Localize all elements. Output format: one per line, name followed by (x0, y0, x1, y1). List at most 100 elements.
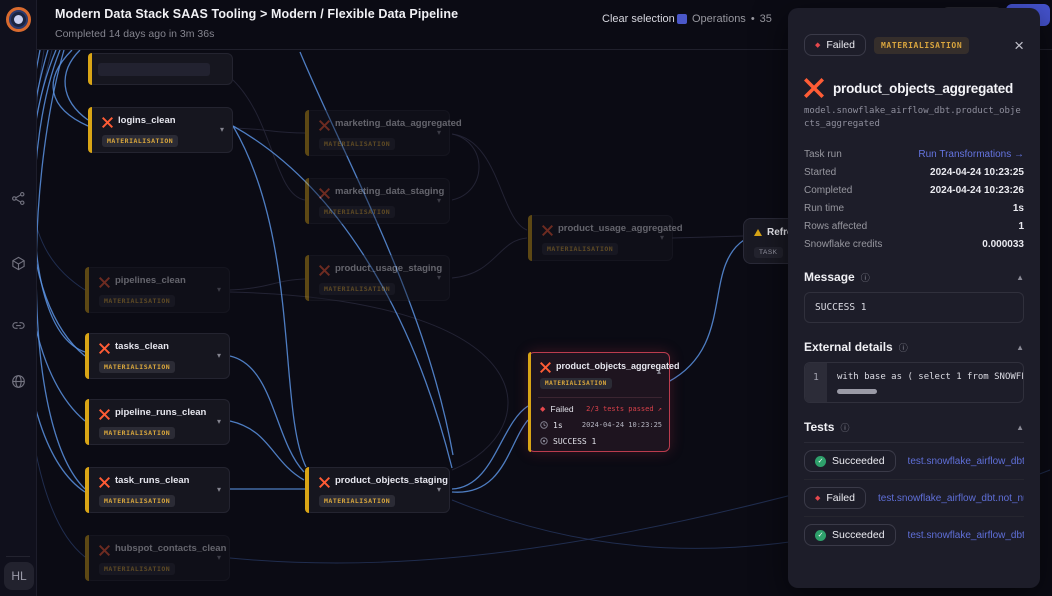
dbt-icon (99, 341, 110, 354)
chevron-down-icon[interactable]: ▾ (216, 417, 221, 426)
detail-row: Task run Run Transformations → (804, 145, 1024, 163)
node-timestamp: 2024-04-24 10:23:25 (581, 421, 662, 429)
close-icon[interactable]: × (1014, 35, 1024, 55)
info-icon[interactable]: ⓘ (898, 342, 908, 353)
detail-row: Snowflake credits 0.000033 (804, 235, 1024, 253)
line-number: 1 (805, 363, 827, 402)
tests-section: Tests ⓘ ▲ ✓ Succeeded test.snowflake_airf… (804, 420, 1024, 553)
dot-separator: • (750, 13, 755, 25)
graph-node-marketing-data-staging[interactable]: marketing_data_staging ▾ MATERIALISATION (305, 178, 450, 224)
node-title: product_objects_staging (335, 475, 448, 486)
materialisation-badge: MATERIALISATION (319, 138, 396, 150)
code-content[interactable]: with base as ( select 1 from SNOWFLAKE (827, 363, 1023, 402)
chevron-up-icon[interactable]: ▴ (656, 367, 661, 376)
sidebar-item-lineage[interactable] (0, 185, 37, 211)
message-section: Message ⓘ ▲ SUCCESS 1 (804, 270, 1024, 323)
graph-node-task-runs-clean[interactable]: task_runs_clean ▾ MATERIALISATION (85, 467, 230, 513)
graph-node-product-objects-staging[interactable]: product_objects_staging ▾ MATERIALISATIO… (305, 467, 450, 513)
graph-node-marketing-data-aggregated[interactable]: marketing_data_aggregated ▾ MATERIALISAT… (305, 110, 462, 156)
run-details-list: Task run Run Transformations → Started 202… (804, 145, 1024, 253)
chevron-down-icon[interactable]: ▾ (216, 553, 221, 562)
test-link[interactable]: test.snowflake_airflow_dbt.not_null_pr (907, 529, 1024, 541)
chevron-down-icon[interactable]: ▾ (216, 485, 221, 494)
chevron-down-icon[interactable]: ▾ (216, 351, 221, 360)
breadcrumb: Modern Data Stack SAAS Tooling > Modern … (55, 7, 459, 21)
detail-label: Rows affected (804, 220, 868, 232)
graph-node-logins-clean[interactable]: logins_clean ▾ MATERIALISATION (88, 107, 233, 153)
info-icon[interactable]: ⓘ (840, 422, 850, 433)
chevron-down-icon[interactable]: ▾ (659, 233, 664, 242)
node-title: product_usage_aggregated (558, 223, 683, 234)
node-title: marketing_data_aggregated (335, 118, 462, 129)
graph-node-product-objects-aggregated-selected[interactable]: product_objects_aggregated ▴ MATERIALISA… (528, 352, 680, 452)
test-link[interactable]: test.snowflake_airflow_dbt.unique_pro (907, 455, 1024, 467)
graph-node-hubspot-contacts-clean[interactable]: hubspot_contacts_clean ▾ MATERIALISATION (85, 535, 230, 581)
graph-node-pipelines-clean[interactable]: pipelines_clean ▾ MATERIALISATION (85, 267, 230, 313)
failed-badge: ◆ Failed (804, 487, 866, 509)
node-accent-bar (85, 467, 89, 513)
graph-node-product-usage-staging[interactable]: product_usage_staging ▾ MATERIALISATION (305, 255, 450, 301)
node-title: product_objects_aggregated (556, 360, 680, 371)
collapse-icon[interactable]: ▲ (1016, 272, 1024, 282)
node-title: pipeline_runs_clean (115, 407, 207, 418)
graph-node-partial[interactable] (88, 53, 233, 85)
graph-node-tasks-clean[interactable]: tasks_clean ▾ MATERIALISATION (85, 333, 230, 379)
graph-node-pipeline-runs-clean[interactable]: pipeline_runs_clean ▾ MATERIALISATION (85, 399, 230, 445)
node-accent-bar (85, 333, 89, 379)
detail-row: Started 2024-04-24 10:23:25 (804, 163, 1024, 181)
detail-row: Completed 2024-04-24 10:23:26 (804, 181, 1024, 199)
info-icon[interactable]: ⓘ (860, 272, 870, 283)
node-title: pipelines_clean (115, 275, 186, 286)
materialisation-badge: MATERIALISATION (319, 283, 396, 295)
test-status-label: Succeeded (832, 455, 885, 467)
node-detail-panel: ◆ Failed MATERIALISATION × product_objec… (788, 8, 1040, 588)
node-runtime: 1s (553, 420, 563, 430)
check-circle-icon: ✓ (815, 529, 826, 541)
node-status-row: ◆ Failed 2/3 tests passed ↗ (540, 403, 662, 415)
globe-icon (12, 374, 25, 388)
node-title: Refre (767, 227, 793, 238)
chevron-down-icon[interactable]: ▾ (436, 485, 441, 494)
divider (6, 556, 30, 557)
node-title: product_usage_staging (335, 263, 443, 274)
sidebar-item-assets[interactable] (0, 250, 37, 276)
run-summary-text: Completed 14 days ago in 3m 36s (55, 28, 215, 40)
dbt-icon (804, 78, 824, 98)
tests-summary-link[interactable]: 2/3 tests passed ↗ (586, 405, 662, 413)
graph-node-product-usage-aggregated[interactable]: product_usage_aggregated ▾ MATERIALISATI… (528, 215, 683, 261)
node-accent-bar (88, 53, 92, 85)
task-run-link[interactable]: Run Transformations → (918, 148, 1024, 160)
collapse-icon[interactable]: ▲ (1016, 342, 1024, 352)
user-avatar[interactable]: HL (4, 562, 34, 590)
test-row: ✓ Succeeded test.snowflake_airflow_dbt.un… (804, 443, 1024, 480)
chevron-down-icon[interactable]: ▾ (436, 196, 441, 205)
chevron-down-icon[interactable]: ▾ (436, 128, 441, 137)
horizontal-scrollbar[interactable] (837, 389, 877, 394)
node-status-label: Failed (550, 404, 574, 414)
cube-icon (12, 256, 25, 270)
operations-filter-chip[interactable]: Operations • 35 (677, 13, 772, 25)
page-title: product_objects_aggregated (833, 80, 1014, 96)
materialisation-badge: MATERIALISATION (319, 206, 396, 218)
detail-row: Run time 1s (804, 199, 1024, 217)
chevron-down-icon[interactable]: ▾ (436, 273, 441, 282)
detail-value: 2024-04-24 10:23:26 (930, 184, 1024, 196)
collapse-icon[interactable]: ▲ (1016, 422, 1024, 432)
sidebar-item-environments[interactable] (0, 368, 37, 394)
lineage-graph-icon (12, 191, 25, 205)
operations-count: 35 (759, 13, 772, 25)
check-circle-icon: ✓ (815, 455, 826, 467)
dbt-icon (99, 407, 110, 420)
chevron-down-icon[interactable]: ▾ (219, 125, 224, 134)
node-accent-bar (305, 110, 309, 156)
app-logo[interactable] (6, 7, 31, 32)
clear-selection-button[interactable]: Clear selection (602, 13, 675, 25)
failed-diamond-icon: ◆ (815, 494, 821, 502)
test-link[interactable]: test.snowflake_airflow_dbt.not_null_pr (878, 492, 1024, 504)
sidebar-item-connections[interactable] (0, 312, 37, 338)
node-accent-bar (85, 267, 89, 313)
divider (538, 397, 662, 398)
node-accent-bar (85, 535, 89, 581)
chevron-down-icon[interactable]: ▾ (216, 285, 221, 294)
node-accent-bar (88, 107, 92, 153)
